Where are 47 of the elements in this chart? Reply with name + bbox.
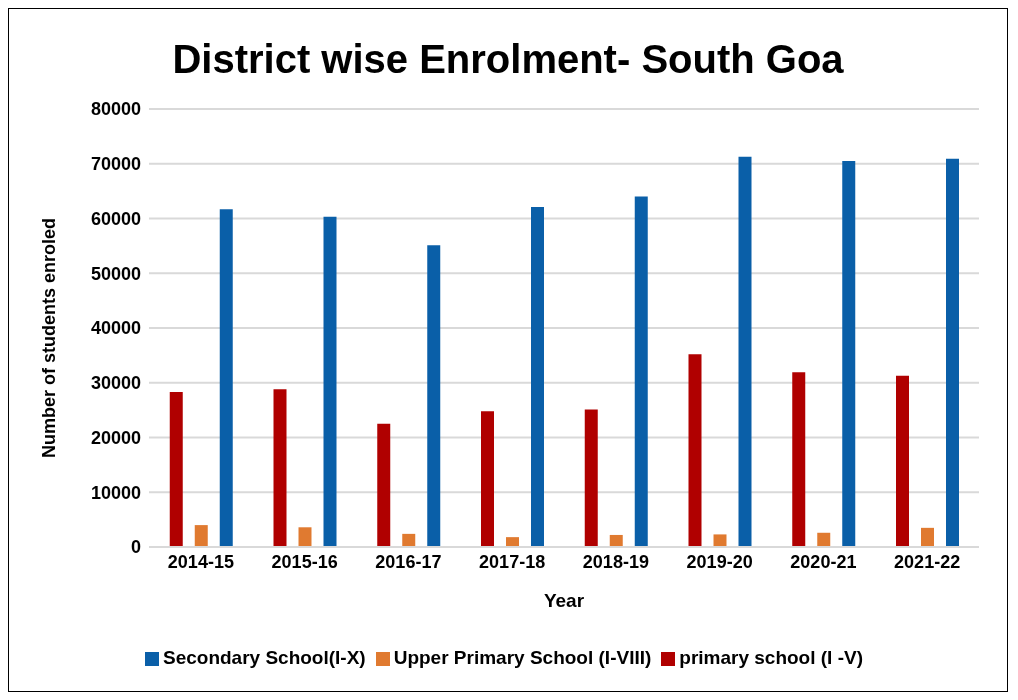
bar [792, 372, 806, 547]
y-tick-label: 70000 [90, 154, 141, 175]
bar [298, 527, 312, 547]
x-tick-label: 2021-22 [894, 551, 961, 572]
bar [896, 375, 909, 547]
bar [481, 411, 494, 547]
bar [506, 537, 519, 547]
bar [402, 533, 416, 547]
legend-label: Upper Primary School (I-VIII) [393, 647, 652, 668]
bar [273, 389, 287, 547]
bar [323, 216, 337, 547]
bar [634, 196, 648, 547]
bar [584, 409, 598, 547]
y-tick-label: 0 [130, 537, 141, 558]
bar [738, 156, 752, 547]
x-tick-label: 2017-18 [479, 551, 546, 572]
y-tick-label: 80000 [90, 99, 141, 120]
y-tick-label: 20000 [90, 427, 141, 448]
bar [946, 158, 959, 547]
y-tick-label: 40000 [90, 318, 141, 339]
x-axis-title: Year [543, 590, 585, 611]
x-tick-label: 2014-15 [167, 551, 234, 572]
x-tick-label: 2016-17 [375, 551, 442, 572]
legend-label: primary school (I -V) [679, 647, 863, 668]
bar [531, 207, 544, 547]
x-tick-label: 2019-20 [686, 551, 753, 572]
bar [219, 209, 233, 547]
y-axis-title: Number of students enroled [39, 217, 60, 458]
bar [609, 534, 623, 547]
bar [688, 354, 702, 547]
bar [377, 423, 391, 547]
y-tick-label: 50000 [90, 263, 141, 284]
legend-label: Secondary School(I-X) [162, 647, 366, 668]
x-tick-label: 2015-16 [271, 551, 338, 572]
y-tick-label: 60000 [90, 208, 141, 229]
chart-title: District wise Enrolment- South Goa [171, 36, 845, 81]
bar [921, 527, 934, 547]
bar [817, 532, 831, 547]
bar [713, 534, 727, 547]
bar [194, 525, 208, 547]
y-tick-label: 10000 [90, 482, 141, 503]
bar [427, 245, 441, 547]
bar [169, 392, 183, 547]
y-tick-label: 30000 [90, 373, 141, 394]
x-tick-label: 2018-19 [582, 551, 649, 572]
x-tick-label: 2020-21 [790, 551, 857, 572]
bar [842, 161, 856, 547]
